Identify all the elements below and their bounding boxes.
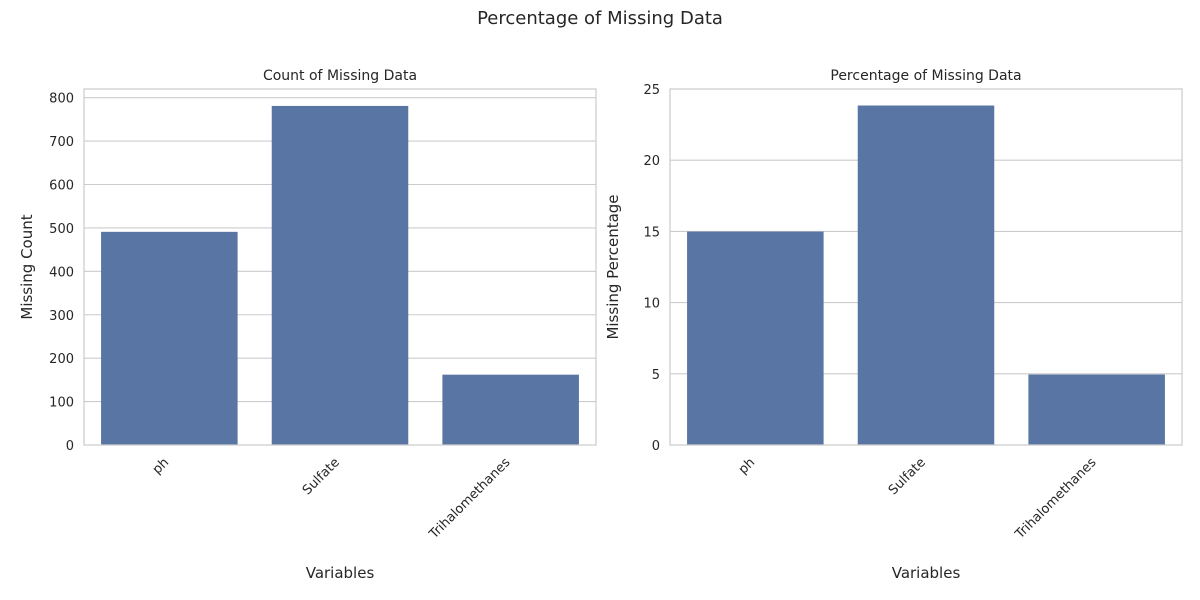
- y-tick-label: 800: [49, 92, 74, 107]
- y-tick-label: 200: [49, 352, 74, 367]
- bar-ph: [687, 231, 824, 445]
- y-axis-label: Missing Percentage: [604, 194, 622, 339]
- y-tick-label: 500: [49, 222, 74, 237]
- panel-title: Percentage of Missing Data: [830, 68, 1021, 84]
- y-tick-label: 0: [652, 439, 660, 454]
- bar-trihalomethanes: [442, 374, 579, 445]
- y-tick-label: 400: [49, 265, 74, 280]
- y-tick-label: 0: [66, 439, 74, 454]
- chart-panel-1: 0 100 200 300 400 500 600 700 800 ph Sulfate Trihal…: [18, 68, 597, 582]
- axes-frame: [83, 88, 597, 446]
- bar-sulfate: [857, 105, 995, 445]
- y-tick-label: 20: [643, 154, 660, 169]
- bar-sulfate: [271, 105, 409, 446]
- y-tick-label: 300: [49, 309, 74, 324]
- panel-title: Count of Missing Data: [263, 68, 417, 84]
- axes-frame: [669, 88, 1183, 446]
- y-tick-label: 25: [643, 83, 660, 98]
- x-tick-label: Trihalomethanes: [1012, 455, 1100, 543]
- x-tick-label: Sulfate: [300, 455, 343, 498]
- x-tick-label: Sulfate: [886, 455, 929, 498]
- x-tick-label: ph: [150, 455, 172, 477]
- y-tick-label: 600: [49, 179, 74, 194]
- y-tick-label: 100: [49, 396, 74, 411]
- x-tick-label: ph: [736, 455, 758, 477]
- bar-trihalomethanes: [1028, 374, 1165, 445]
- chart-panel-2: 0 5 10 15 20 25 ph Sulfate Trihalomethanes Percen…: [604, 68, 1183, 582]
- y-tick-label: 5: [652, 368, 660, 383]
- x-axis-label: Variables: [892, 564, 961, 582]
- figure-suptitle: Percentage of Missing Data: [477, 8, 723, 29]
- y-tick-label: 700: [49, 135, 74, 150]
- y-axis-label: Missing Count: [18, 214, 36, 319]
- x-axis-label: Variables: [306, 564, 375, 582]
- y-tick-label: 15: [643, 225, 660, 240]
- x-tick-label: Trihalomethanes: [426, 455, 514, 543]
- y-tick-label: 10: [643, 297, 660, 312]
- bar-ph: [101, 231, 238, 445]
